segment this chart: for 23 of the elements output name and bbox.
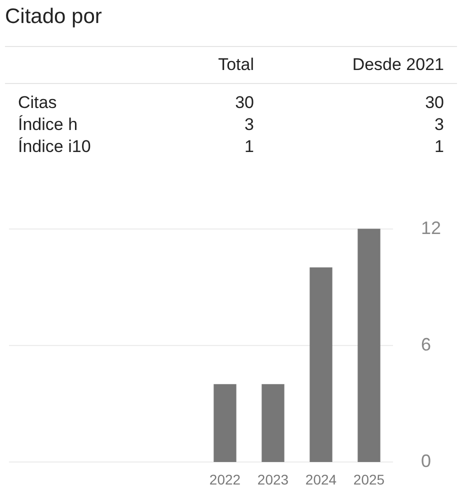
text: Índice i10 xyxy=(18,137,91,157)
text: Índice h xyxy=(18,115,78,135)
bar xyxy=(214,384,236,462)
bar xyxy=(262,384,284,462)
text: 1 xyxy=(244,137,254,157)
y-tick-label: 12 xyxy=(421,218,442,238)
text: Desde 2021 xyxy=(352,55,444,75)
y-tick-label: 6 xyxy=(421,334,432,354)
text: 3 xyxy=(434,115,444,135)
text: 30 xyxy=(425,93,444,113)
text: Total xyxy=(218,55,254,75)
x-tick-label: 2023 xyxy=(257,471,289,488)
text: 30 xyxy=(235,93,254,113)
text: Citas xyxy=(18,93,57,113)
y-tick-label: 0 xyxy=(421,451,432,472)
chart-title: Citado por xyxy=(5,5,102,29)
x-tick-label: 2025 xyxy=(353,471,385,488)
x-tick-label: 2022 xyxy=(209,471,241,488)
x-tick-label: 2024 xyxy=(305,471,337,488)
bar xyxy=(310,267,332,462)
text: 3 xyxy=(244,115,254,135)
text: 1 xyxy=(434,137,444,157)
bar xyxy=(358,228,380,462)
